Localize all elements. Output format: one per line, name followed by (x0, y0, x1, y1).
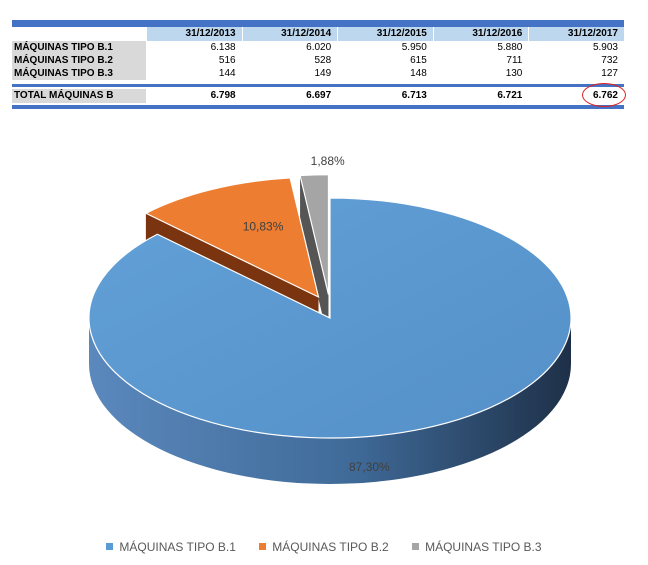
total-cell: 6.721 (497, 90, 523, 101)
total-cell: 6.798 (210, 90, 236, 101)
pie-slice-3 (299, 174, 330, 295)
total-cell: 6.713 (401, 90, 427, 101)
total-cell-highlighted: 6.762 (528, 83, 626, 107)
table-cell: 149 (314, 68, 332, 79)
table-cell: 528 (314, 55, 332, 66)
table-cell: 6.138 (210, 42, 236, 53)
header-col-4: 31/12/2016 (433, 27, 529, 41)
table-bottom-bar (12, 105, 624, 109)
chart-legend: MÁQUINAS TIPO B.1 MÁQUINAS TIPO B.2 MÁQU… (0, 540, 648, 554)
table-cell: 6.020 (306, 42, 332, 53)
table-row: MÁQUINAS TIPO B.2 516 528 615 711 732 (12, 54, 624, 67)
table-separator (12, 84, 624, 87)
table-top-bar (12, 20, 624, 27)
table-cell: 615 (410, 55, 427, 66)
table-row: MÁQUINAS TIPO B.1 6.138 6.020 5.950 5.88… (12, 41, 624, 54)
table-cell: 732 (601, 55, 618, 66)
table-cell: 5.880 (497, 42, 523, 53)
legend-label-b3: MÁQUINAS TIPO B.3 (425, 540, 542, 554)
legend-swatch-b2 (259, 543, 267, 550)
header-col-2: 31/12/2014 (242, 27, 338, 41)
table-cell: 148 (410, 68, 427, 79)
pie-chart: 87,30% 10,83% 1,88% (88, 154, 572, 484)
table-cell: 5.950 (401, 42, 427, 53)
total-label: TOTAL MÁQUINAS B (12, 89, 146, 103)
table-cell: 516 (218, 55, 236, 66)
legend-swatch-b3 (412, 543, 420, 550)
slice-side (89, 318, 571, 484)
legend-item-b2: MÁQUINAS TIPO B.2 (259, 540, 389, 554)
table-header-row: 31/12/2013 31/12/2014 31/12/2015 31/12/2… (12, 27, 624, 41)
data-table: 31/12/2013 31/12/2014 31/12/2015 31/12/2… (12, 20, 626, 109)
table-cell: 127 (601, 68, 618, 79)
total-cell: 6.697 (306, 90, 332, 101)
legend-item-b3: MÁQUINAS TIPO B.3 (412, 540, 542, 554)
data-label-2: 10,83% (243, 219, 284, 233)
header-col-3: 31/12/2015 (338, 27, 433, 41)
table-cell: 5.903 (592, 42, 618, 53)
table-row: MÁQUINAS TIPO B.3 144 149 148 130 127 (12, 67, 624, 80)
highlight-circle (581, 83, 626, 107)
header-blank (12, 27, 146, 41)
data-label-1: 87,30% (349, 460, 390, 474)
data-label-3: 1,88% (311, 154, 345, 168)
header-col-5: 31/12/2017 (529, 27, 624, 41)
total-row: TOTAL MÁQUINAS B 6.798 6.697 6.713 6.721… (12, 83, 626, 107)
table-cell: 130 (505, 68, 523, 79)
table-cell: 711 (506, 55, 523, 66)
row-label: MÁQUINAS TIPO B.1 (12, 41, 146, 54)
legend-swatch-b1 (106, 543, 114, 550)
slice-wall (300, 175, 329, 341)
row-label: MÁQUINAS TIPO B.3 (12, 67, 146, 80)
row-label: MÁQUINAS TIPO B.2 (12, 54, 146, 67)
legend-label-b1: MÁQUINAS TIPO B.1 (119, 540, 236, 554)
pie-slice-1 (88, 197, 572, 439)
legend-item-b1: MÁQUINAS TIPO B.1 (106, 540, 236, 554)
pie-slice-2 (144, 177, 320, 299)
legend-label-b2: MÁQUINAS TIPO B.2 (272, 540, 389, 554)
table-cell: 144 (218, 68, 236, 79)
header-col-1: 31/12/2013 (147, 27, 242, 41)
